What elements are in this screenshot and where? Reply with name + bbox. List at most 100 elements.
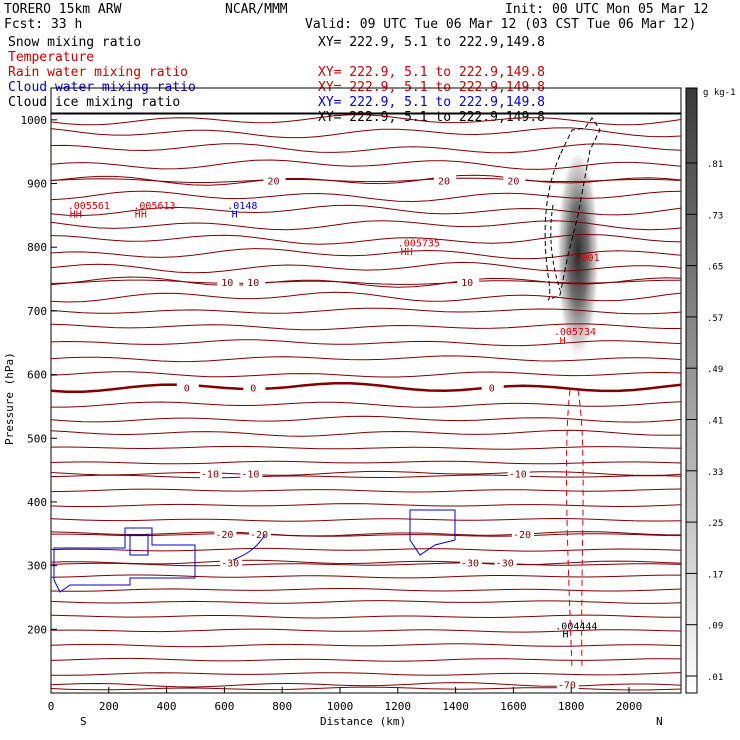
temperature-contour: [50, 488, 682, 493]
contour-annotation: HH: [135, 209, 147, 220]
isotherm-label-bg: [243, 276, 266, 289]
temperature-contour: [50, 248, 682, 260]
colorbar: [685, 87, 698, 694]
isotherm--70: [50, 682, 682, 688]
colorbar-tick-label: .65: [707, 263, 723, 273]
temperature-contour: [50, 159, 682, 170]
contour-annotation: H: [563, 630, 569, 641]
isotherm-label-bg: [507, 467, 530, 480]
colorbar-tick-label: .73: [707, 211, 723, 221]
isotherm-label: -70: [558, 681, 576, 692]
temperature-contour: [50, 474, 682, 479]
legend-label-2: Rain water mixing ratio: [8, 65, 188, 80]
colorbar-tick-label: .49: [707, 365, 723, 375]
y-tick-label: 1000: [21, 114, 48, 127]
isotherm-label-bg: [494, 556, 517, 569]
temperature-contour: [50, 686, 682, 691]
x-end-right: N: [656, 715, 663, 728]
legend-xy-4: XY= 222.9, 5.1 to 222.9,149.8: [318, 110, 545, 125]
x-tick-label: 1600: [500, 700, 527, 713]
temperature-contour: [50, 628, 682, 633]
colorbar-tick-label: .81: [707, 160, 723, 170]
colorbar-tick-label: .17: [707, 570, 723, 580]
contour-annotation: HH: [401, 247, 413, 258]
temperature-contour: [50, 643, 682, 648]
temperature-contour: [50, 415, 682, 423]
temperature-contour: [50, 371, 682, 378]
isotherm-label-bg: [512, 527, 535, 540]
temperature-contour: [50, 276, 682, 288]
temperature-contour: [51, 533, 682, 537]
legend-xy-1: XY= 222.9, 5.1 to 222.9,149.8: [318, 65, 545, 80]
x-tick-label: 1800: [558, 700, 585, 713]
isotherm-label-bg: [220, 556, 243, 569]
contour-annotation: .0148: [227, 201, 257, 212]
isotherm-label: 20: [438, 176, 450, 187]
cloud-ice-contour: [550, 204, 561, 291]
contour-annotation: .001: [576, 253, 600, 264]
legend-label-4: Cloud ice mixing ratio: [8, 95, 180, 110]
rain-contour: [566, 389, 573, 669]
isotherm-label: -20: [513, 530, 531, 541]
contour-annotation: HH: [70, 209, 82, 220]
temperature-contour: [50, 574, 681, 579]
temperature-contour: [50, 127, 682, 139]
legend-xy-3: XY= 222.9, 5.1 to 222.9,149.8: [318, 95, 545, 110]
temperature-contour: [50, 672, 682, 676]
temperature-contour: [50, 517, 682, 522]
isotherm-label-bg: [457, 276, 480, 289]
temperature-contour: [50, 445, 682, 450]
x-tick-label: 1200: [385, 700, 412, 713]
isotherm-0: [50, 381, 682, 393]
y-tick-label: 200: [27, 623, 47, 636]
temperature-contour: [50, 547, 682, 552]
isotherm-label: -10: [201, 469, 219, 480]
isotherm-label: -30: [221, 558, 239, 569]
isotherm-label-bg: [556, 678, 579, 691]
temperature-contour: [50, 600, 682, 604]
isotherm-label-bg: [199, 467, 222, 480]
isotherm-label-bg: [243, 381, 266, 394]
isotherm-label: -10: [241, 469, 259, 480]
isotherm--30: [50, 559, 682, 566]
isotherm-label: 10: [461, 278, 473, 289]
isotherm-label: 0: [489, 383, 495, 394]
cloud-water-contour: [53, 527, 196, 593]
temperature-contour: [50, 190, 682, 203]
x-tick-label: 2000: [616, 700, 643, 713]
isotherm-label-bg: [434, 174, 457, 187]
temperature-contour: [50, 460, 682, 465]
temperature-contour: [50, 503, 682, 508]
legend-label-0: Snow mixing ratio: [8, 35, 141, 50]
isotherm-label: -30: [496, 558, 514, 569]
x-tick-label: 800: [272, 700, 292, 713]
legend-xy-top: XY= 222.9, 5.1 to 222.9,149.8: [318, 35, 545, 50]
isotherm-label-bg: [240, 467, 263, 480]
temperature-contour: [50, 261, 682, 274]
cloud-water-contour: [409, 509, 456, 556]
plot-frame: [50, 87, 682, 694]
isotherm-20: [50, 177, 682, 183]
temperature-contour: [50, 323, 681, 331]
x-tick-label: 1000: [327, 700, 354, 713]
isotherm-label-bg: [217, 276, 240, 289]
y-tick-label: 500: [27, 432, 47, 445]
temperature-contour: [50, 429, 682, 437]
colorbar-tick-label: .41: [707, 417, 723, 427]
model-title: TORERO 15km ARW: [4, 2, 122, 17]
isotherm-label: 20: [507, 176, 519, 187]
temperature-contour: [50, 355, 682, 363]
colorbar-tick-label: .09: [707, 622, 723, 632]
isotherm-label: -20: [250, 530, 268, 541]
cloud-ice-contour: [544, 117, 601, 301]
isotherm-label: 10: [221, 278, 233, 289]
isotherm-label: -20: [215, 530, 233, 541]
isotherm--10: [50, 470, 682, 476]
isotherm-label-bg: [249, 527, 272, 540]
x-axis-title: Distance (km): [320, 715, 406, 728]
y-tick-label: 300: [27, 560, 47, 573]
colorbar-tick-label: .57: [707, 314, 723, 324]
contour-annotation: H: [560, 336, 566, 347]
temperature-contour: [50, 339, 682, 347]
